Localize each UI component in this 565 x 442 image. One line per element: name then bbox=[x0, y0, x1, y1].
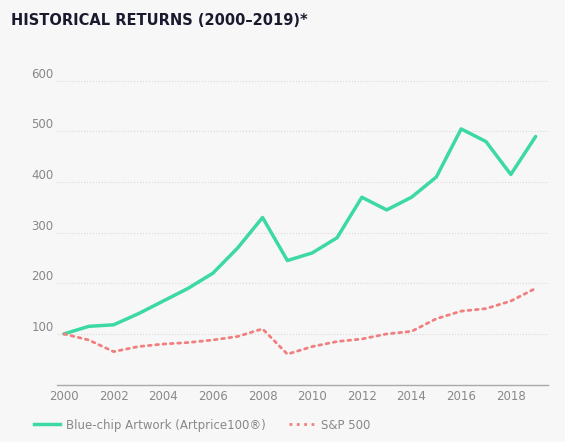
Text: HISTORICAL RETURNS (2000–2019)*: HISTORICAL RETURNS (2000–2019)* bbox=[11, 13, 308, 28]
Legend: Blue-chip Artwork (Artprice100®), S&P 500: Blue-chip Artwork (Artprice100®), S&P 50… bbox=[34, 419, 371, 432]
